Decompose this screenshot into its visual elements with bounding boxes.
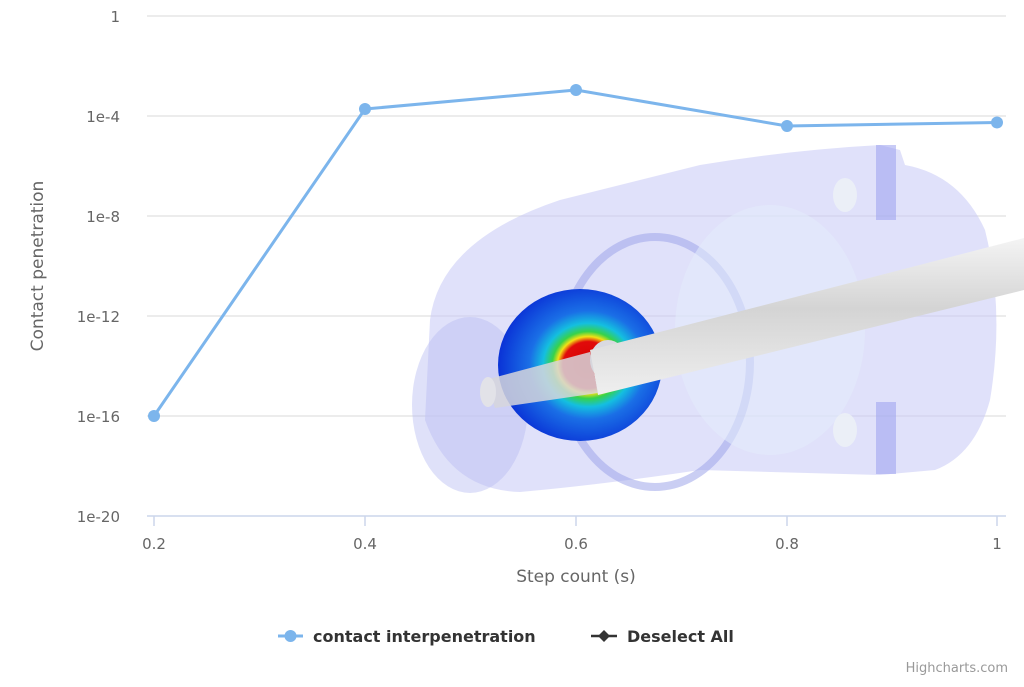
series-contact-interpenetration[interactable] [148,84,1003,422]
circle-marker-icon [284,630,297,642]
x-tick-label: 0.4 [353,535,377,553]
y-axis-labels: 1 1e-4 1e-8 1e-12 1e-16 1e-20 [77,8,120,526]
legend-label: Deselect All [627,627,734,646]
legend-label: contact interpenetration [313,627,536,646]
x-axis-labels: 0.2 0.4 0.6 0.8 1 [142,535,1002,553]
x-tick-label: 1 [992,535,1002,553]
x-axis [147,515,1006,526]
y-tick-label: 1e-16 [77,408,120,426]
data-point[interactable] [148,410,160,422]
y-tick-label: 1 [110,8,120,26]
data-point[interactable] [359,103,371,115]
y-tick-label: 1e-4 [86,108,120,126]
x-tick-label: 0.6 [564,535,588,553]
x-tick-label: 0.2 [142,535,166,553]
y-axis-title: Contact penetration [28,181,48,352]
credits-link[interactable]: Highcharts.com [906,661,1008,676]
data-point[interactable] [991,116,1003,129]
data-point[interactable] [570,84,582,96]
legend: contact interpenetration Deselect All [278,627,734,646]
x-axis-title: Step count (s) [516,567,636,587]
legend-item-deselect-all[interactable]: Deselect All [591,627,734,646]
fea-model-image [412,145,1024,493]
y-tick-label: 1e-12 [77,308,120,326]
y-tick-label: 1e-8 [86,208,120,226]
diamond-marker-icon [598,630,610,642]
legend-item-contact-interpenetration[interactable]: contact interpenetration [278,627,536,646]
y-tick-label: 1e-20 [77,508,120,526]
data-point[interactable] [781,120,793,132]
x-tick-label: 0.8 [775,535,799,553]
